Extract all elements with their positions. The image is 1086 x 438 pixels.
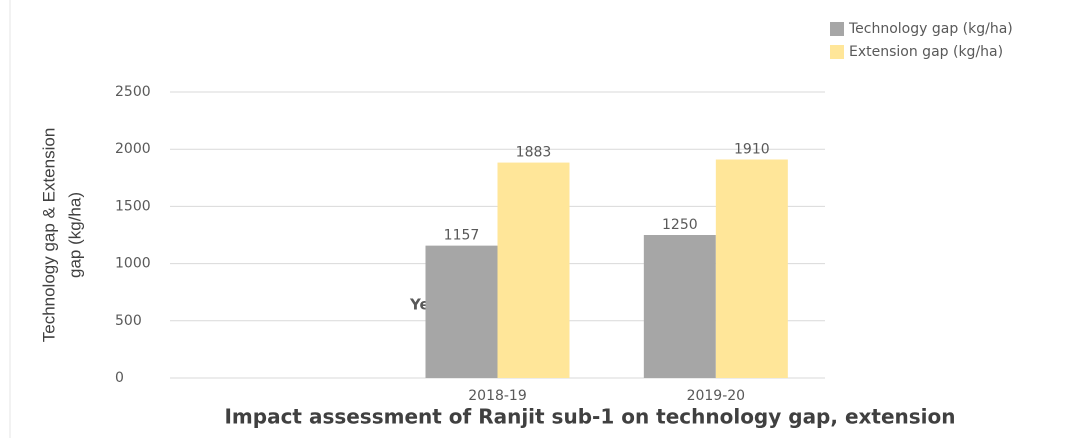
data-label: 1910	[734, 141, 770, 157]
legend-label: Extension gap (kg/ha)	[849, 44, 1003, 60]
bar	[643, 235, 716, 378]
y-axis-label-line: Technology gap & Extension	[39, 128, 58, 343]
legend-label: Technology gap (kg/ha)	[848, 21, 1013, 37]
y-axis-label-line: gap (kg/ha)	[65, 192, 84, 278]
chart-title: Impact assessment of Ranjit sub-1 on tec…	[224, 405, 955, 429]
y-tick-label: 2500	[115, 84, 151, 100]
y-tick-label: 1000	[115, 256, 151, 272]
bar	[497, 162, 570, 378]
legend-swatch	[830, 45, 844, 59]
y-tick-label: 2000	[115, 141, 151, 157]
y-tick-label: 500	[115, 313, 142, 329]
bar	[425, 245, 498, 378]
annotation: Ye	[409, 296, 430, 314]
bar	[715, 159, 788, 378]
y-tick-label: 0	[115, 370, 124, 386]
y-tick-label: 1500	[115, 198, 151, 214]
y-axis-label: Technology gap & Extension gap (kg/ha)	[39, 128, 84, 343]
data-label: 1883	[516, 145, 552, 161]
x-tick-label: 2019-20	[687, 388, 746, 404]
x-tick-label: 2018-19	[468, 388, 527, 404]
data-label: 1250	[662, 217, 698, 233]
legend-swatch	[830, 22, 844, 36]
data-label: 1157	[444, 228, 480, 244]
